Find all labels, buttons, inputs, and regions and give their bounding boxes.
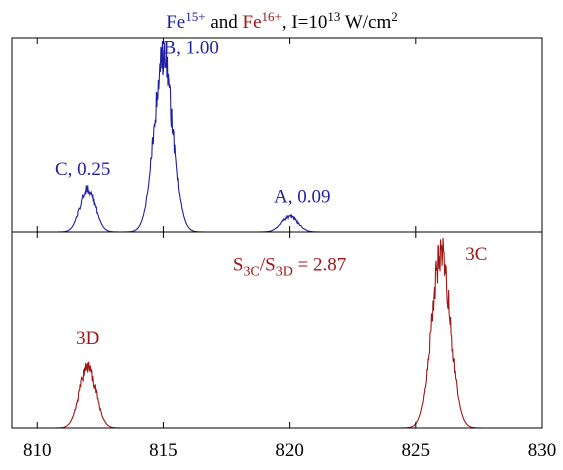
panel-fe15: C, 0.25 B, 1.00 A, 0.09 xyxy=(12,38,542,233)
x-tick-label: 815 xyxy=(149,440,178,461)
x-tick-label: 825 xyxy=(402,440,431,461)
x-tick-label: 830 xyxy=(528,440,557,461)
peak-label: 3D xyxy=(76,328,99,349)
ratio-value: = 2.87 xyxy=(293,255,346,276)
peak-label: B, 1.00 xyxy=(163,38,218,59)
x-axis: 810 815 820 825 830 xyxy=(23,38,556,461)
ratio-slash: /S xyxy=(260,255,276,276)
title-unit-exponent: 2 xyxy=(391,9,398,24)
peak-label: C, 0.25 xyxy=(55,159,110,180)
x-tick-label: 820 xyxy=(275,440,304,461)
peak-label: 3C xyxy=(465,244,487,265)
title-species-2-charge: 16+ xyxy=(262,9,282,24)
title-species-1-charge: 15+ xyxy=(185,9,205,24)
line-ratio-annotation: S3C/S3D = 2.87 xyxy=(233,255,346,280)
title-species-1: Fe xyxy=(166,12,185,33)
panel-fe16: 3D 3C xyxy=(12,237,542,429)
title-intensity-exponent: 13 xyxy=(327,9,340,24)
title-conjunction: and xyxy=(206,12,243,33)
ratio-sub-3c: 3C xyxy=(244,265,260,280)
title-unit: W/cm xyxy=(340,12,391,33)
title-intensity: , I=10 xyxy=(282,12,328,33)
peak-label: A, 0.09 xyxy=(274,187,330,208)
plot-frame xyxy=(11,37,543,429)
ratio-s: S xyxy=(233,255,244,276)
ratio-sub-3d: 3D xyxy=(276,265,293,280)
x-tick-label: 810 xyxy=(23,440,52,461)
title-species-2: Fe xyxy=(243,12,262,33)
chart-title: Fe15+ and Fe16+, I=1013 W/cm2 xyxy=(166,9,398,33)
